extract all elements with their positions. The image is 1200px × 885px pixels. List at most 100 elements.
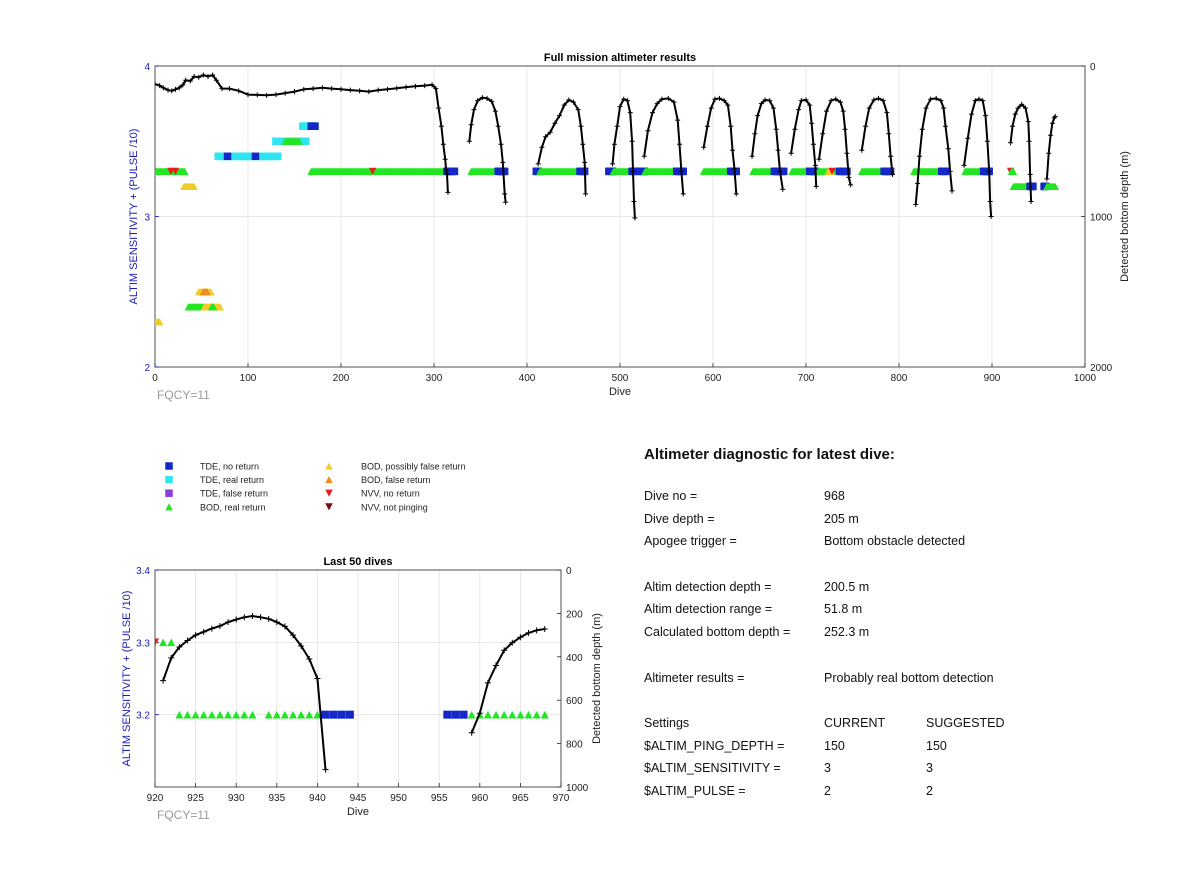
current-header: CURRENT (824, 715, 886, 730)
sensitivity-label: $ALTIM_SENSITIVITY = (644, 761, 781, 776)
depth-point (493, 662, 500, 669)
marker-bod-real-return (224, 710, 233, 719)
depth-point (733, 191, 739, 197)
x-tick-label: 900 (984, 373, 1001, 384)
depth-point (610, 161, 616, 167)
depth-point (571, 99, 576, 105)
results-label: Altimeter results = (644, 670, 745, 685)
depth-point (820, 131, 826, 137)
marker-tde-no-return (779, 167, 788, 176)
legend-marker-nvv-not-pinging (325, 503, 333, 511)
marker-bod-real-return (272, 710, 281, 719)
y-right-tick-label: 2000 (1090, 363, 1113, 374)
marker-bod-possibly-false (155, 318, 164, 326)
marker-bod-false-return (203, 288, 211, 296)
depth-point (1044, 176, 1050, 182)
marker-bod-real-return (248, 710, 257, 719)
x-tick-label: 500 (612, 373, 629, 384)
marker-bod-real-return (175, 710, 184, 719)
depth-point (292, 89, 297, 95)
pulse-suggested: 2 (926, 783, 933, 798)
depth-point (226, 86, 232, 92)
diag-row-apogee: Apogee trigger = Bottom obstacle detecte… (644, 534, 1164, 557)
depth-point (502, 191, 508, 197)
depth-point (1026, 138, 1032, 144)
marker-tde-no-return (941, 167, 950, 176)
depth-point (580, 141, 586, 147)
marker-bod-real-return (1051, 182, 1059, 190)
depth-point (949, 188, 955, 194)
y-right-tick-label: 1000 (566, 783, 589, 794)
depth-point (205, 74, 211, 80)
y-right-axis-label: Detected bottom depth (m) (591, 613, 603, 744)
depth-point (498, 141, 504, 147)
calculated-depth-value: 252.3 m (824, 625, 870, 640)
depth-point (466, 138, 472, 144)
y-right-tick-label: 800 (566, 740, 583, 751)
depth-point (923, 105, 929, 111)
diag-row-pulse: $ALTIM_PULSE = 2 2 (644, 784, 1164, 807)
depth-point (484, 679, 491, 686)
depth-point (807, 102, 813, 108)
depth-point (547, 129, 553, 135)
legend-marker-tde-real-return (165, 475, 173, 484)
legend-label: TDE, real return (200, 475, 264, 485)
marker-bod-real-return (209, 303, 218, 311)
depth-point (803, 97, 809, 103)
depth-point (611, 141, 617, 147)
chart-title: Last 50 dives (323, 556, 392, 568)
depth-point (254, 92, 260, 98)
depth-point (543, 134, 549, 140)
depth-point (947, 168, 953, 174)
legend-marker-tde-no-return (165, 462, 173, 470)
depth-point (988, 214, 994, 219)
depth-point (627, 110, 633, 116)
depth-point (969, 111, 975, 117)
depth-point (471, 107, 477, 113)
depth-point (842, 126, 848, 132)
marker-bod-real-return (1009, 167, 1018, 175)
depth-point (980, 98, 986, 104)
depth-point (886, 131, 892, 137)
apogee-label: Apogee trigger = (644, 534, 737, 549)
depth-point (645, 128, 651, 134)
depth-point (517, 634, 524, 641)
marker-nvv-no-return (368, 167, 377, 175)
depth-point (798, 98, 804, 104)
depth-point (484, 95, 490, 101)
depth-point (403, 84, 409, 90)
depth-point (319, 85, 325, 91)
legend-marker-nvv-no-return (325, 489, 333, 497)
x-tick-label: 925 (187, 793, 204, 804)
depth-point (160, 85, 166, 91)
legend-label: NVV, no return (361, 489, 420, 499)
depth-point (184, 637, 191, 644)
depth-point (987, 198, 993, 204)
depth-point (859, 147, 865, 153)
marker-tde-no-return (500, 167, 509, 176)
marker-nvv-no-return (171, 167, 180, 175)
depth-point (1049, 120, 1055, 126)
depth-point (880, 98, 886, 104)
depth-point (394, 85, 400, 91)
depth-point (468, 122, 474, 128)
depth-point (375, 87, 381, 93)
depth-point (357, 88, 363, 94)
y-right-tick-label: 200 (566, 609, 583, 620)
depth-point (476, 710, 483, 717)
marker-tde-no-return (451, 710, 460, 719)
depth-point (575, 107, 581, 113)
depth-point (650, 110, 656, 116)
legend-label: BOD, real return (200, 502, 266, 512)
diag-row-dive-depth: Dive depth = 205 m (644, 512, 1164, 535)
depth-point (758, 101, 764, 107)
y-tick-label: 2 (144, 363, 150, 374)
depth-point (823, 108, 829, 114)
depth-point (965, 135, 971, 141)
depth-point (509, 639, 516, 646)
marker-bod-real-return (524, 710, 533, 719)
depth-point (941, 105, 947, 111)
chart-legend: TDE, no return TDE, real return TDE, false… (165, 462, 466, 512)
depth-point (322, 766, 329, 773)
depth-point (298, 642, 305, 649)
